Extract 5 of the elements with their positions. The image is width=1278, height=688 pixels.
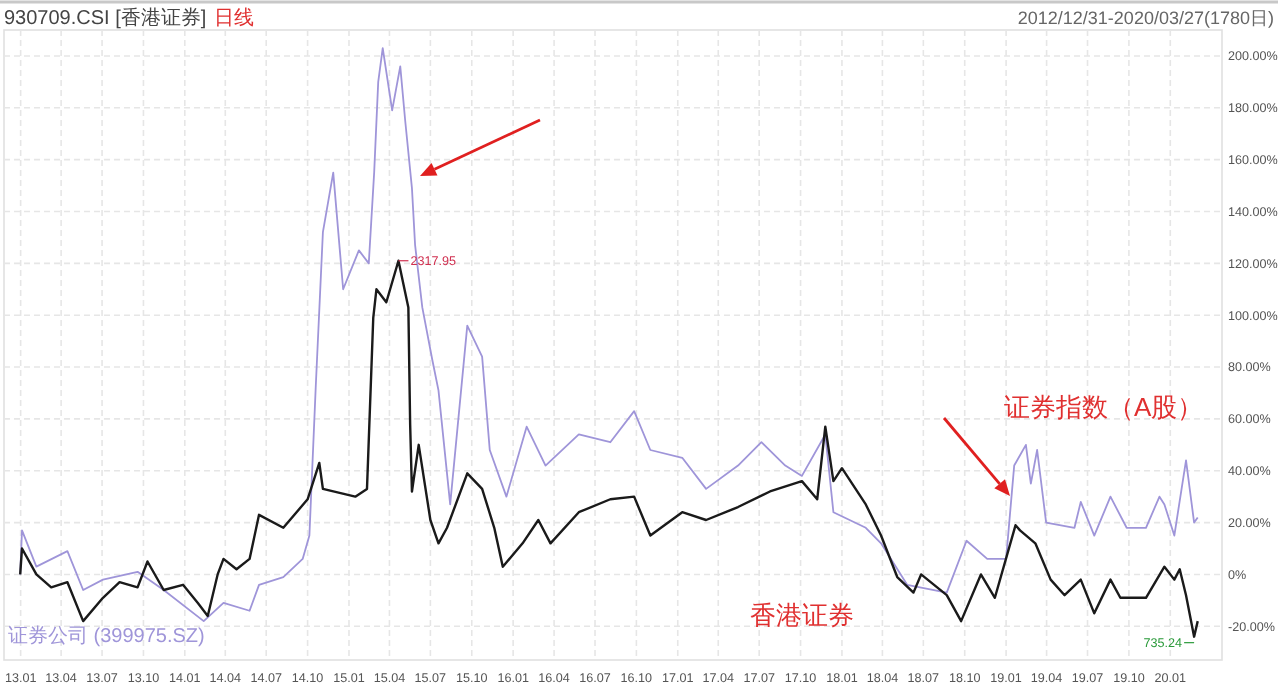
header: 930709.CSI [香港证券] 日线 bbox=[4, 8, 255, 30]
legend: 证券公司 (399975.SZ) bbox=[8, 626, 205, 648]
annotation: 香港证券 bbox=[750, 600, 854, 630]
text: 2012/12/31-2020/03/27(1780日) bbox=[1017, 8, 1274, 28]
annotation: 证券指数（A股） bbox=[1004, 392, 1204, 422]
